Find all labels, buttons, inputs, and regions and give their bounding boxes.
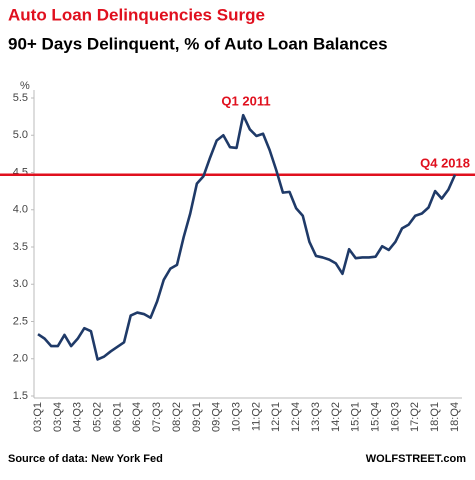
x-tick-label: 14:Q2 xyxy=(330,402,342,432)
x-tick-label: 03:Q4 xyxy=(52,402,64,432)
y-tick-label: 2.0 xyxy=(13,353,28,365)
x-tick-label: 06:Q1 xyxy=(111,402,123,432)
x-tick-label: 12:Q1 xyxy=(270,402,282,432)
source: Source of data: New York Fed xyxy=(8,453,163,465)
data-line xyxy=(37,113,457,361)
x-tick-label: 18:Q1 xyxy=(429,402,441,432)
y-tick-label: 4.5 xyxy=(13,166,28,178)
chart-title: Auto Loan Delinquencies Surge xyxy=(8,5,265,24)
y-tick-label: 3.0 xyxy=(13,278,28,290)
annotation: Q1 2011 xyxy=(221,93,270,108)
x-tick-label: 06:Q4 xyxy=(131,402,143,432)
y-tick-label: 4.0 xyxy=(13,204,28,216)
chart-subtitle: 90+ Days Delinquent, % of Auto Loan Bala… xyxy=(8,34,388,53)
x-tick-label: 03:Q1 xyxy=(32,402,44,432)
x-tick-label: 13:Q3 xyxy=(310,402,322,432)
x-tick-label: 05:Q2 xyxy=(91,402,103,432)
y-tick-label: 1.5 xyxy=(13,390,28,402)
x-tick-label: 09:Q4 xyxy=(211,402,223,432)
x-tick-label: 16:Q3 xyxy=(389,402,401,432)
y-tick-label: 5.0 xyxy=(13,129,28,141)
credit: WOLFSTREET.com xyxy=(366,453,466,465)
x-tick-label: 09:Q1 xyxy=(191,402,203,432)
x-tick-label: 04:Q3 xyxy=(72,402,84,432)
annotation: Q4 2018 xyxy=(420,155,470,170)
y-tick-label: 5.5 xyxy=(13,92,28,104)
x-tick-label: 18:Q4 xyxy=(449,402,461,432)
y-tick-label: 3.5 xyxy=(13,241,28,253)
x-tick-label: 15:Q1 xyxy=(350,402,362,432)
x-tick-label: 17:Q2 xyxy=(409,402,421,432)
x-tick-label: 15:Q4 xyxy=(369,402,381,432)
x-tick-label: 12:Q4 xyxy=(290,402,302,432)
x-tick-label: 08:Q2 xyxy=(171,402,183,432)
y-tick-label: 2.5 xyxy=(13,315,28,327)
x-tick-label: 07:Q3 xyxy=(151,402,163,432)
x-tick-label: 11:Q2 xyxy=(250,402,262,431)
x-tick-label: 10:Q3 xyxy=(230,402,242,432)
y-axis-label: % xyxy=(20,80,30,92)
